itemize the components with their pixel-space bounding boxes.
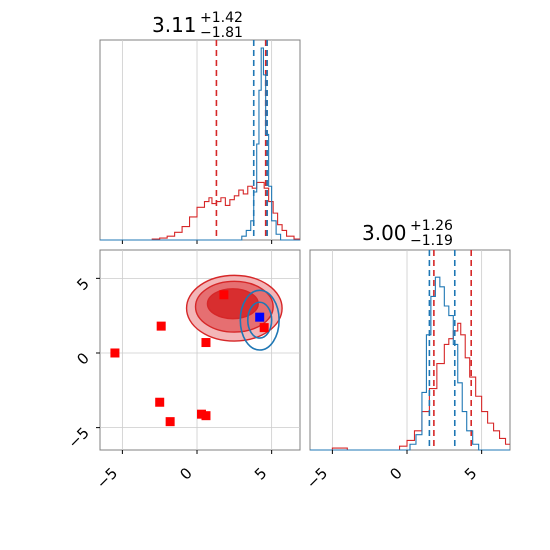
histogram-blue [100, 47, 300, 241]
histogram-red [100, 181, 300, 241]
red-marker [201, 338, 211, 348]
title-param1-upper: +1.42 [200, 10, 243, 26]
y-tick-label: 0 [73, 349, 92, 368]
red-marker [201, 411, 211, 421]
x-tick-label: 5 [461, 464, 480, 483]
red-marker [156, 321, 166, 331]
panel-frame [309, 249, 511, 451]
title-param2-lower: −1.19 [410, 233, 453, 249]
x-tick-label: 5 [251, 464, 270, 483]
x-tick-label: 0 [176, 464, 195, 483]
blue-marker [255, 312, 265, 322]
histogram-blue [310, 276, 510, 451]
red-marker [219, 290, 229, 300]
red-marker [259, 323, 269, 333]
marginal-histogram-param2: −5 0 5 [303, 249, 511, 492]
contour-layer [110, 274, 283, 427]
title-param1-value: 3.11 [152, 13, 197, 37]
joint-contour-plot: −5 0 5 −5 0 5 [64, 249, 301, 492]
title-param1-lower: −1.81 [200, 25, 243, 41]
marginal-histogram-param1 [99, 39, 301, 244]
x-tick-label: 0 [386, 464, 405, 483]
y-tick-label: −5 [64, 424, 92, 452]
title-param1: 3.11 +1.42 −1.81 [152, 10, 243, 41]
panel-frame [99, 39, 301, 241]
red-marker [155, 397, 165, 407]
panel-frame [99, 249, 301, 451]
red-marker [110, 348, 120, 358]
y-tick-label: 5 [73, 274, 92, 293]
blue-contour-outer [239, 289, 280, 351]
title-param2: 3.00 +1.26 −1.19 [362, 218, 453, 249]
red-marker [165, 417, 175, 427]
title-param2-value: 3.00 [362, 221, 407, 245]
title-param2-upper: +1.26 [410, 218, 453, 234]
blue-contour-inner [246, 301, 273, 339]
x-tick-label: −5 [303, 464, 331, 492]
x-tick-label: −5 [93, 464, 121, 492]
